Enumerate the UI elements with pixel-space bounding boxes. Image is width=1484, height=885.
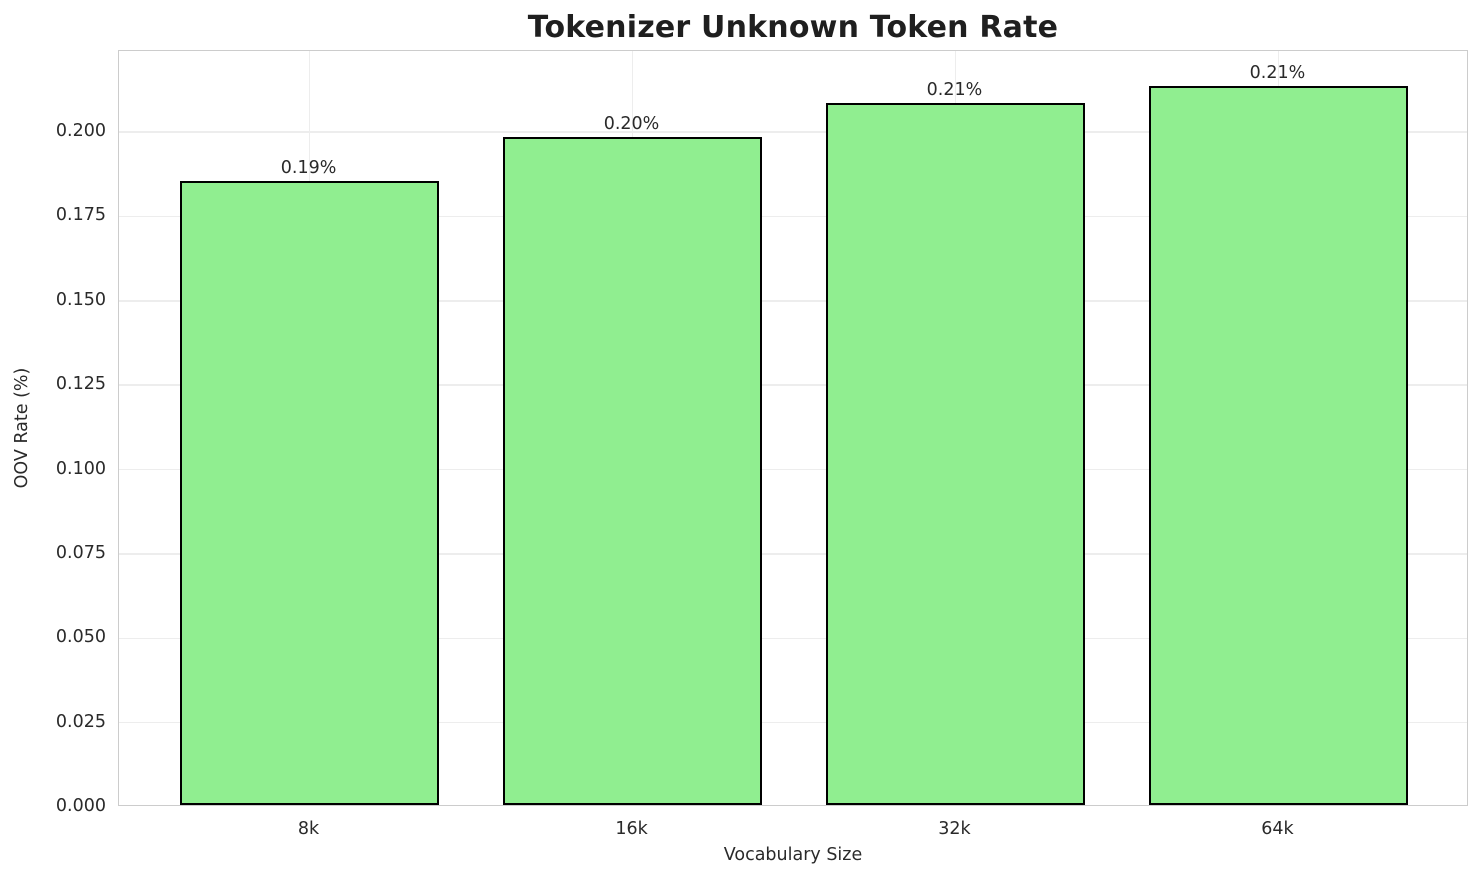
bar-32k	[826, 103, 1085, 805]
y-tick-label: 0.075	[55, 542, 106, 563]
x-tick-label-64k: 64k	[1261, 819, 1294, 839]
plot-area	[118, 50, 1468, 806]
x-tick-label-32k: 32k	[938, 819, 971, 839]
bars-layer	[119, 51, 1467, 805]
bar-value-label-16k: 0.20%	[603, 113, 660, 134]
h-gridline	[119, 637, 1467, 639]
x-tick-label-8k: 8k	[297, 819, 320, 839]
y-tick-label: 0.100	[55, 458, 106, 479]
x-tick-label-16k: 16k	[615, 819, 648, 839]
y-tick-label: 0.050	[55, 627, 106, 648]
bar-16k	[503, 136, 762, 805]
x-axis-label: Vocabulary Size	[723, 845, 863, 865]
h-gridline	[119, 384, 1467, 386]
h-gridline	[119, 553, 1467, 555]
h-gridline	[119, 131, 1467, 133]
y-tick-label: 0.150	[55, 289, 106, 310]
y-tick-label: 0.175	[55, 205, 106, 226]
h-gridline	[119, 215, 1467, 218]
bar-value-label-32k: 0.21%	[926, 80, 983, 100]
y-tick-label: 0.025	[55, 711, 106, 732]
y-tick-label: 0.000	[55, 796, 106, 816]
bar-8k	[180, 180, 439, 805]
h-gridline	[119, 300, 1467, 302]
h-gridline	[119, 721, 1467, 724]
y-tick-label: 0.125	[55, 374, 106, 395]
y-tick-label: 0.200	[55, 121, 106, 141]
chart-title: Tokenizer Unknown Token Rate	[527, 10, 1059, 45]
bar-value-label-64k: 0.21%	[1249, 63, 1306, 84]
bar-64k	[1149, 86, 1408, 805]
h-gridline	[119, 468, 1467, 471]
bar-value-label-8k: 0.19%	[280, 157, 337, 178]
